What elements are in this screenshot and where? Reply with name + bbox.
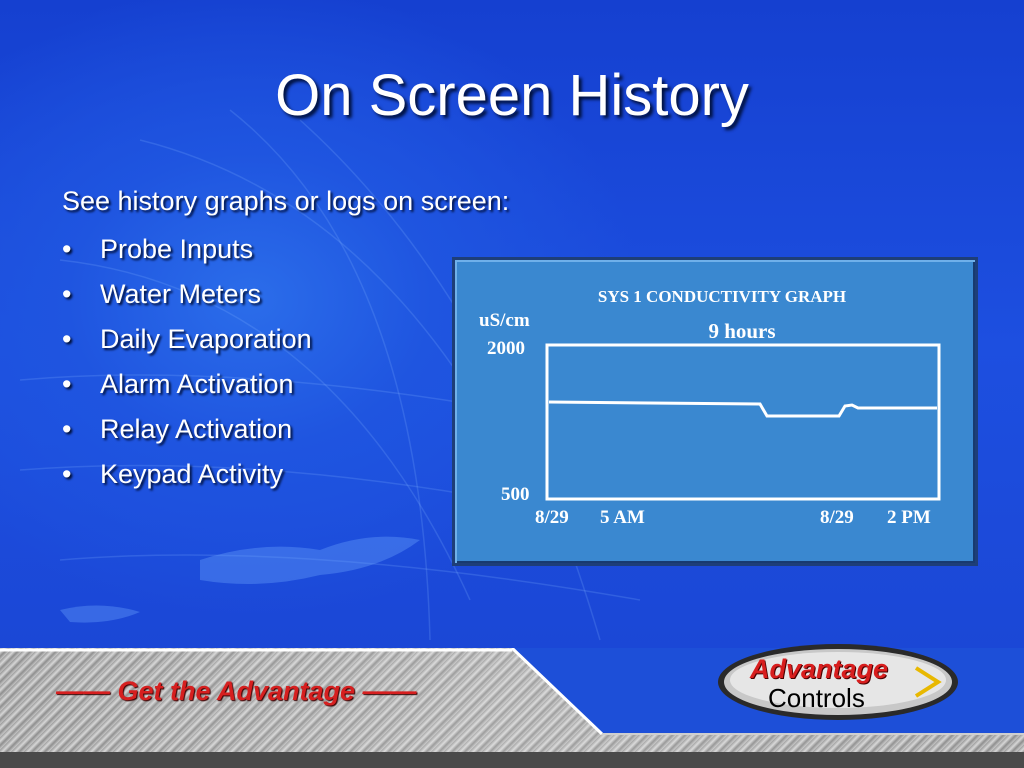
x-start-date: 8/29	[535, 507, 569, 528]
feature-list: • Probe Inputs • Water Meters • Daily Evapo…	[62, 231, 312, 501]
bullet-icon: •	[62, 459, 72, 489]
list-item-label: Probe Inputs	[100, 234, 254, 264]
y-min-label: 500	[501, 484, 530, 505]
list-item: • Probe Inputs	[62, 231, 312, 276]
list-item-label: Keypad Activity	[100, 459, 284, 489]
plot-frame	[545, 343, 941, 501]
list-item-label: Daily Evaporation	[100, 324, 312, 354]
list-item: • Keypad Activity	[62, 456, 312, 501]
list-item: • Daily Evaporation	[62, 321, 312, 366]
list-item-label: Relay Activation	[100, 414, 293, 444]
x-end-time: 2 PM	[887, 507, 931, 528]
list-item-label: Water Meters	[100, 279, 262, 309]
bullet-icon: •	[62, 369, 72, 399]
intro-text: See history graphs or logs on screen:	[62, 186, 510, 216]
logo-text-line2: Controls	[768, 683, 865, 713]
advantage-controls-logo	[718, 644, 958, 720]
y-max-label: 2000	[487, 338, 525, 359]
list-item-label: Alarm Activation	[100, 369, 294, 399]
bullet-icon: •	[62, 234, 72, 264]
bullet-icon: •	[62, 324, 72, 354]
conductivity-graph: SYS 1 CONDUCTIVITY GRAPH uS/cm 9 hours 2…	[479, 287, 941, 528]
graph-unit-label: uS/cm	[479, 310, 530, 331]
conductivity-graph-panel: SYS 1 CONDUCTIVITY GRAPH uS/cm 9 hours 2…	[452, 257, 978, 566]
graph-title: SYS 1 CONDUCTIVITY GRAPH	[598, 287, 846, 306]
slide-title: On Screen History	[275, 63, 749, 128]
x-start-time: 5 AM	[600, 507, 645, 528]
bottom-bar	[0, 752, 1024, 768]
conductivity-trace	[548, 400, 937, 418]
list-item: • Alarm Activation	[62, 366, 312, 411]
logo-text-line1: Advantage	[750, 654, 889, 684]
list-item: • Relay Activation	[62, 411, 312, 456]
graph-duration-label: 9 hours	[708, 319, 775, 343]
bullet-icon: •	[62, 279, 72, 309]
footer-slogan: —— Get the Advantage ——	[56, 676, 417, 706]
bullet-icon: •	[62, 414, 72, 444]
list-item: • Water Meters	[62, 276, 312, 321]
x-end-date: 8/29	[820, 507, 854, 528]
